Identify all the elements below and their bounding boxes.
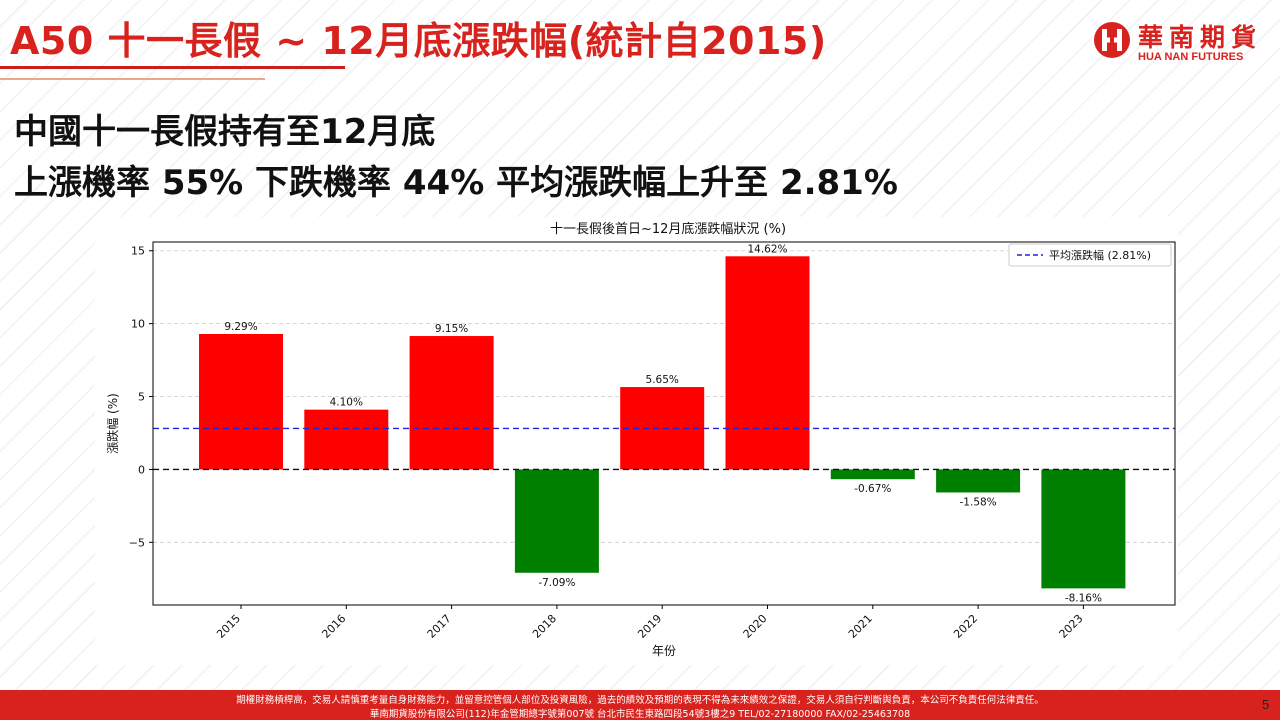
- plot-frame: [152, 241, 1176, 606]
- y-tick-label: 0: [138, 463, 145, 476]
- y-tick-label: 15: [131, 245, 145, 258]
- bar: [725, 256, 810, 470]
- logo-emblem-icon: [1094, 22, 1130, 58]
- x-axis-label: 年份: [652, 644, 676, 658]
- bar-data-label: 9.15%: [435, 323, 468, 335]
- bar-data-label: 9.29%: [224, 321, 257, 333]
- chart-legend: 平均漲跌幅 (2.81%): [1008, 243, 1172, 267]
- y-axis-label: 漲跌幅 (%): [105, 393, 120, 454]
- x-axis-ticks: 2015 2016 2017 2018 2019 2020 2021 2022 2023: [214, 605, 1086, 641]
- x-tick-label: 2015: [214, 612, 243, 641]
- logo-english-name: HUA NAN FUTURES: [1138, 51, 1244, 63]
- y-tick-label: 5: [138, 391, 145, 404]
- bar-data-label: -1.58%: [960, 496, 997, 508]
- bar: [830, 469, 915, 480]
- reference-lines: [153, 427, 1175, 471]
- y-tick-label: 10: [131, 318, 145, 331]
- company-logo: 華南期貨 HUA NAN FUTURES: [1092, 18, 1267, 68]
- chart-panel: 十一長假後首日~12月底漲跌幅狀況 (%) 9.29% 4.10% 9.15% -7.…: [95, 217, 1178, 665]
- bar-data-label: -7.09%: [538, 577, 575, 589]
- title-underline-secondary: [0, 78, 265, 80]
- bar-data-label: -0.67%: [854, 483, 891, 495]
- bar: [199, 333, 283, 470]
- legend-average-label: 平均漲跌幅 (2.81%): [1049, 248, 1151, 262]
- x-tick-label: 2018: [530, 612, 559, 641]
- bar-data-label: 14.62%: [747, 243, 787, 255]
- y-axis-ticks: −5 0 5 10 15: [129, 245, 153, 549]
- page-number: 5: [1262, 697, 1270, 712]
- y-tick-label: −5: [129, 536, 145, 549]
- bar-chart: 十一長假後首日~12月底漲跌幅狀況 (%) 9.29% 4.10% 9.15% -7.…: [105, 221, 1176, 658]
- footer-disclaimer-bar: 期權財務槓桿高，交易人請慎重考量自身財務能力，並留意控管個人部位及投資風險，過去…: [0, 690, 1280, 720]
- x-tick-label: 2020: [741, 612, 770, 641]
- logo-chinese-name: 華南期貨: [1138, 23, 1263, 52]
- bar-data-labels: 9.29% 4.10% 9.15% -7.09% 5.65% 14.62% -0.67% -1…: [224, 243, 1102, 604]
- bar: [620, 387, 705, 470]
- bar-series: [199, 256, 1126, 589]
- bar: [514, 469, 599, 573]
- bar: [304, 409, 389, 470]
- bar-data-label: 4.10%: [330, 397, 363, 409]
- x-tick-label: 2016: [319, 612, 348, 641]
- x-tick-label: 2019: [635, 612, 664, 641]
- x-tick-label: 2023: [1057, 612, 1086, 641]
- title-underline: [0, 66, 345, 69]
- chart-title: 十一長假後首日~12月底漲跌幅狀況 (%): [550, 221, 786, 237]
- headline-line-1: 中國十一長假持有至12月底: [14, 112, 436, 152]
- footer-company-info: 華南期貨股份有限公司(112)年金管期總字號第007號 台北市民生東路四段54號…: [369, 709, 911, 720]
- bar-data-label: 5.65%: [646, 374, 679, 386]
- bar: [409, 336, 494, 470]
- bar-data-label: -8.16%: [1065, 592, 1102, 604]
- slide-title: A50 十一長假 ~ 12月底漲跌幅(統計自2015): [10, 19, 827, 63]
- x-tick-label: 2022: [951, 612, 980, 641]
- bar: [936, 469, 1021, 493]
- bar: [1041, 469, 1126, 589]
- legend-box: [1008, 243, 1172, 267]
- x-tick-label: 2017: [425, 612, 454, 641]
- headline-line-2: 上漲機率 55% 下跌機率 44% 平均漲跌幅上升至 2.81%: [14, 163, 898, 203]
- footer-disclaimer-text: 期權財務槓桿高，交易人請慎重考量自身財務能力，並留意控管個人部位及投資風險，過去…: [236, 695, 1044, 706]
- x-tick-label: 2021: [846, 612, 875, 641]
